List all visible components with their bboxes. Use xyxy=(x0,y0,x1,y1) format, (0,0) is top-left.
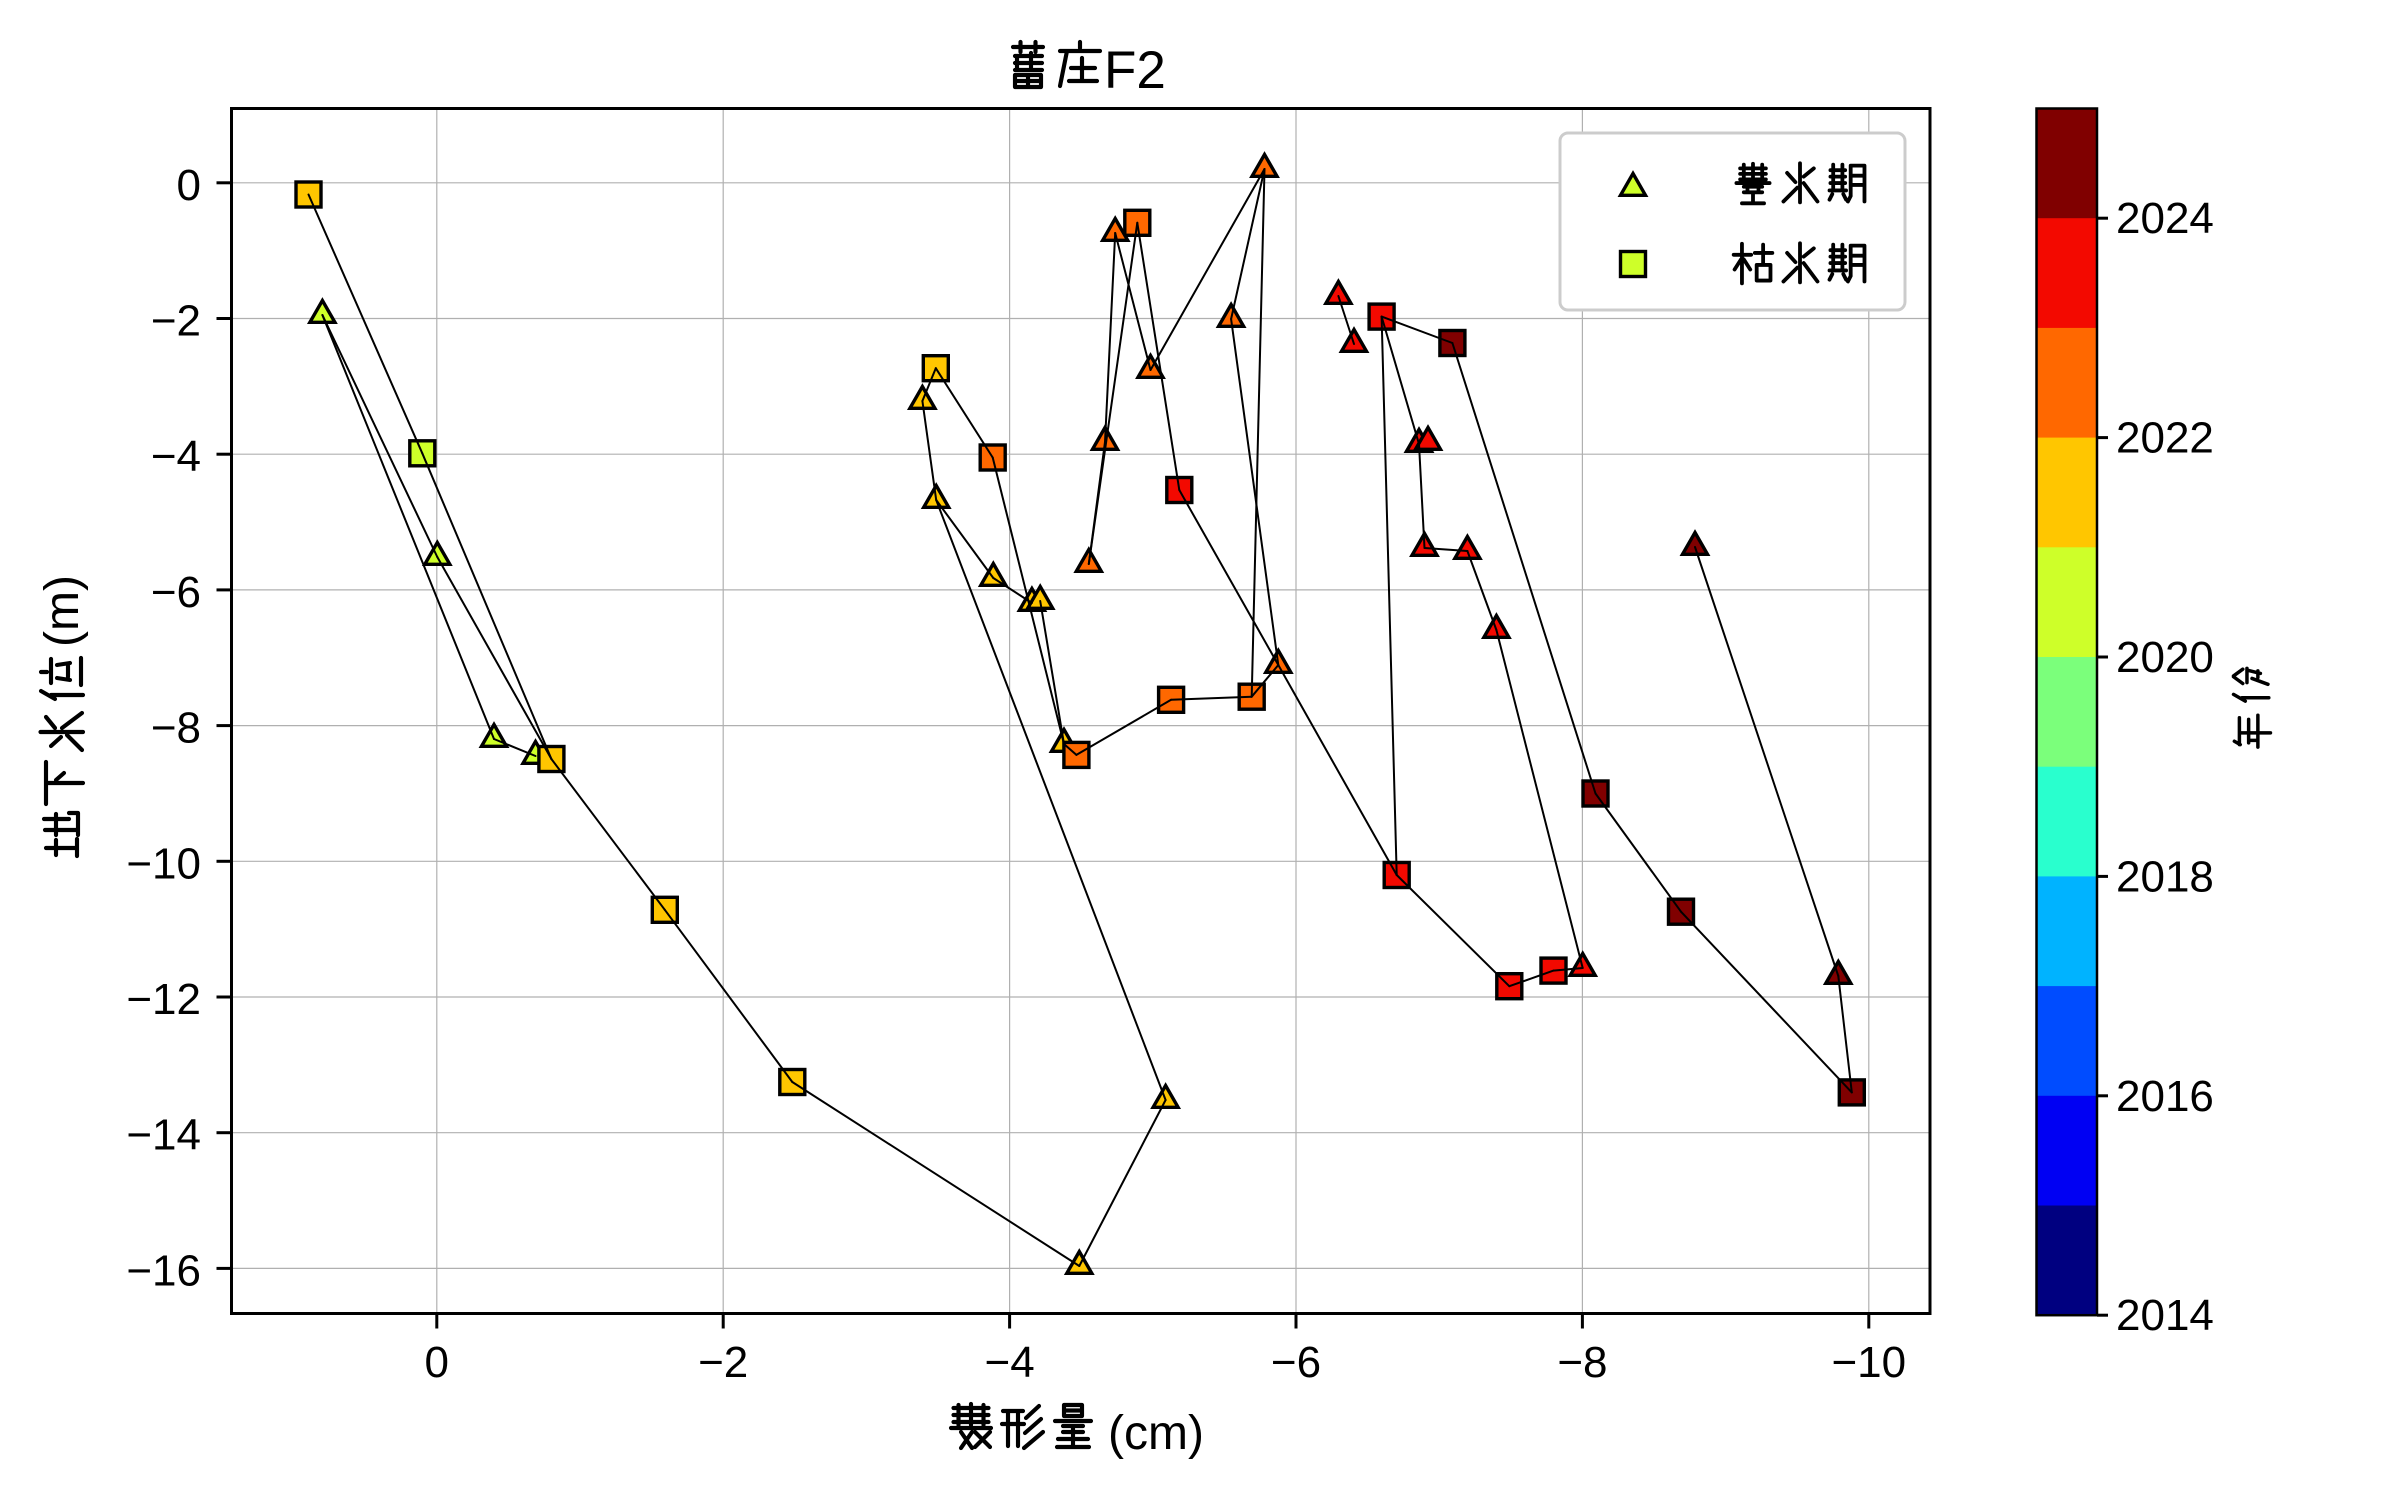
svg-text:−2: −2 xyxy=(151,297,201,346)
svg-text:−16: −16 xyxy=(126,1246,201,1295)
svg-text:−6: −6 xyxy=(151,568,201,617)
svg-text:F2: F2 xyxy=(1104,41,1166,100)
svg-text:2014: 2014 xyxy=(2116,1291,2214,1340)
svg-text:2018: 2018 xyxy=(2116,852,2214,901)
svg-text:−8: −8 xyxy=(151,704,201,753)
svg-text:−4: −4 xyxy=(985,1338,1035,1387)
svg-text:−12: −12 xyxy=(126,975,201,1024)
svg-text:0: 0 xyxy=(177,161,201,210)
svg-text:0: 0 xyxy=(425,1338,449,1387)
svg-text:−10: −10 xyxy=(1831,1338,1906,1387)
svg-text:−4: −4 xyxy=(151,432,201,481)
svg-text:2022: 2022 xyxy=(2116,414,2214,463)
svg-text:(cm): (cm) xyxy=(1108,1407,1204,1460)
svg-text:−14: −14 xyxy=(126,1111,201,1160)
svg-text:2024: 2024 xyxy=(2116,194,2214,243)
svg-text:−10: −10 xyxy=(126,839,201,888)
svg-text:−8: −8 xyxy=(1557,1338,1607,1387)
svg-text:(m): (m) xyxy=(36,575,89,647)
svg-text:−6: −6 xyxy=(1271,1338,1321,1387)
svg-text:−2: −2 xyxy=(698,1338,748,1387)
svg-text:2020: 2020 xyxy=(2116,633,2214,682)
svg-text:2016: 2016 xyxy=(2116,1072,2214,1121)
